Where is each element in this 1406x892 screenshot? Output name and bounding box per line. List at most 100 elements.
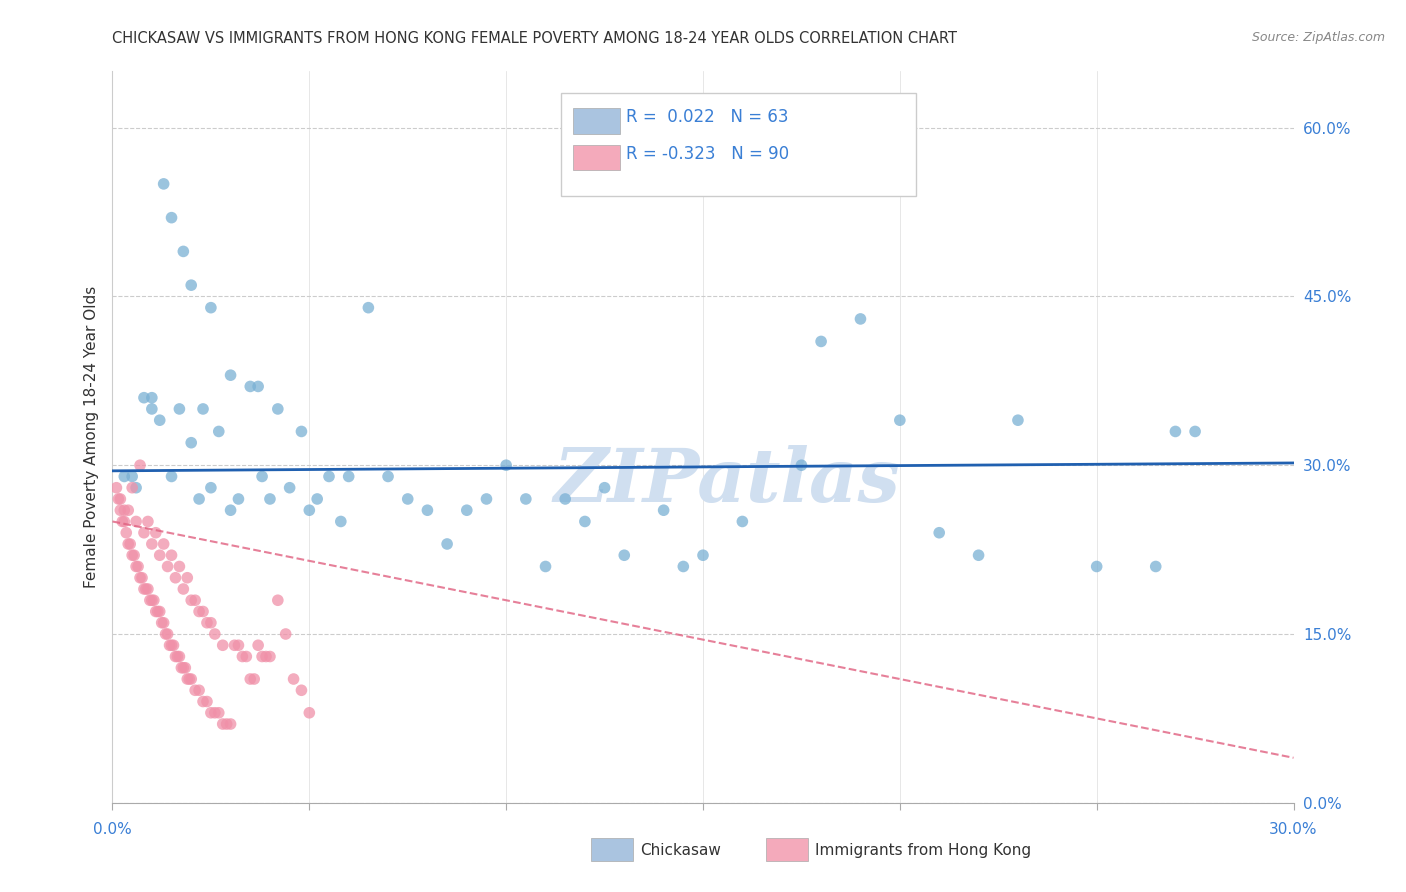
Point [200, 615, 222, 630]
Text: 0.0%: 0.0% [93, 822, 132, 837]
Text: CHICKASAW VS IMMIGRANTS FROM HONG KONG FEMALE POVERTY AMONG 18-24 YEAR OLDS CORR: CHICKASAW VS IMMIGRANTS FROM HONG KONG F… [112, 31, 957, 46]
Text: Source: ZipAtlas.com: Source: ZipAtlas.com [1251, 31, 1385, 45]
Point [149, 548, 172, 562]
Point [290, 683, 312, 698]
Point [105, 481, 128, 495]
Point [165, 571, 187, 585]
Point [810, 334, 832, 349]
Point [160, 548, 183, 562]
Text: Immigrants from Hong Kong: Immigrants from Hong Kong [815, 843, 1032, 857]
Point [613, 548, 636, 562]
Point [160, 469, 183, 483]
Point [141, 391, 163, 405]
Point [298, 503, 321, 517]
Point [152, 615, 174, 630]
Point [159, 638, 181, 652]
Point [117, 503, 139, 517]
Point [247, 379, 270, 393]
Point [692, 548, 714, 562]
Point [416, 503, 439, 517]
Point [307, 491, 329, 506]
Point [731, 515, 754, 529]
Point [132, 391, 155, 405]
Point [141, 401, 163, 416]
Point [259, 649, 281, 664]
Point [849, 312, 872, 326]
Point [495, 458, 517, 473]
Point [176, 672, 198, 686]
Point [278, 481, 301, 495]
Point [120, 537, 142, 551]
Point [1184, 425, 1206, 439]
Point [274, 627, 297, 641]
Point [396, 491, 419, 506]
Point [928, 525, 950, 540]
Point [1144, 559, 1167, 574]
Point [179, 672, 201, 686]
Point [208, 425, 231, 439]
Point [219, 368, 242, 383]
Point [243, 672, 266, 686]
Point [215, 717, 238, 731]
Point [228, 491, 250, 506]
Point [121, 469, 143, 483]
Point [188, 491, 211, 506]
Point [1085, 559, 1108, 574]
Point [219, 717, 242, 731]
FancyBboxPatch shape [561, 94, 915, 195]
Point [135, 582, 157, 596]
Point [156, 627, 179, 641]
Point [145, 605, 167, 619]
Point [211, 638, 233, 652]
Point [180, 672, 202, 686]
Point [180, 435, 202, 450]
Point [228, 638, 250, 652]
Point [152, 537, 174, 551]
Point [436, 537, 458, 551]
Point [191, 605, 214, 619]
Y-axis label: Female Poverty Among 18-24 Year Olds: Female Poverty Among 18-24 Year Olds [83, 286, 98, 588]
Point [204, 706, 226, 720]
Point [191, 694, 214, 708]
Point [967, 548, 990, 562]
Point [200, 706, 222, 720]
Point [125, 559, 148, 574]
Point [180, 593, 202, 607]
Point [136, 582, 159, 596]
Point [247, 638, 270, 652]
Point [172, 582, 194, 596]
Point [112, 515, 135, 529]
Point [125, 515, 148, 529]
Point [357, 301, 380, 315]
Point [290, 425, 312, 439]
Point [131, 571, 153, 585]
Point [160, 211, 183, 225]
Point [652, 503, 675, 517]
Point [112, 469, 135, 483]
Point [231, 649, 253, 664]
Point [174, 661, 197, 675]
Point [127, 559, 149, 574]
Point [534, 559, 557, 574]
Point [191, 401, 214, 416]
Point [377, 469, 399, 483]
Point [574, 515, 596, 529]
Point [110, 503, 132, 517]
Point [170, 661, 193, 675]
Point [456, 503, 478, 517]
Point [254, 649, 277, 664]
Point [149, 413, 172, 427]
Point [259, 491, 281, 506]
Point [184, 593, 207, 607]
Point [172, 244, 194, 259]
Point [211, 717, 233, 731]
Point [180, 278, 202, 293]
Point [169, 559, 191, 574]
Point [224, 638, 246, 652]
Point [250, 469, 273, 483]
Point [235, 649, 257, 664]
Point [298, 706, 321, 720]
Point [136, 515, 159, 529]
Point [111, 515, 134, 529]
Point [122, 548, 145, 562]
